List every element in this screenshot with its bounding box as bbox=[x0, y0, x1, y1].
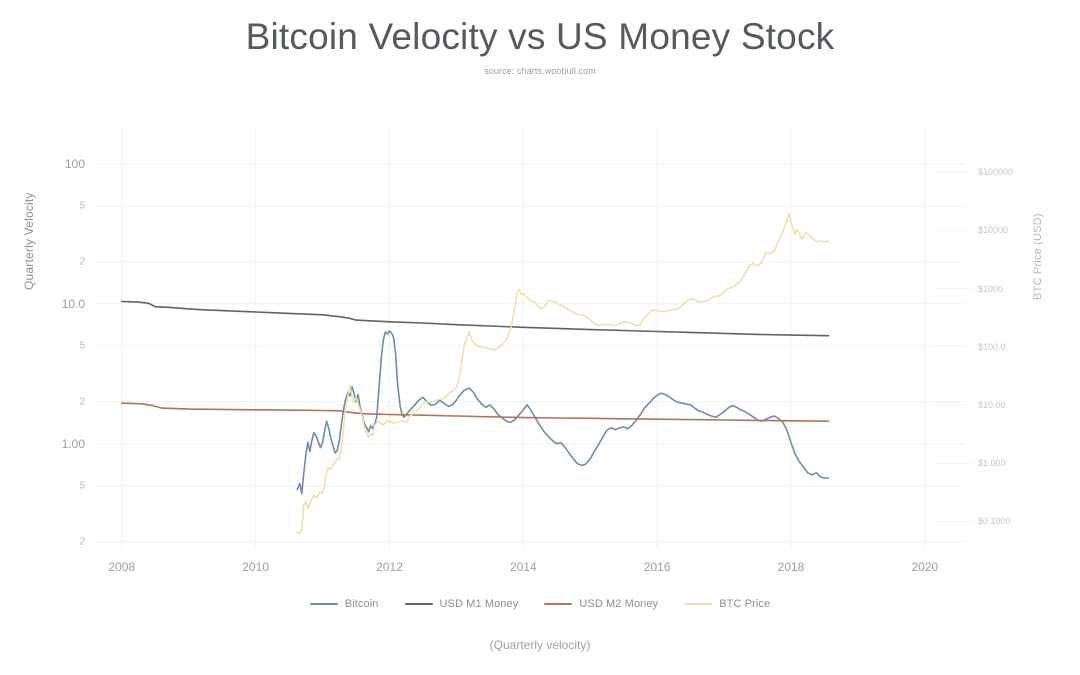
chart-title: Bitcoin Velocity vs US Money Stock bbox=[245, 16, 835, 57]
y-axis-right-tick: $0.1000 bbox=[978, 516, 1011, 527]
y-axis-left-tick: 2 bbox=[79, 256, 85, 268]
legend-label: USD M1 Money bbox=[439, 598, 519, 610]
chart-subtitle-source: source: charts.woobull.com bbox=[484, 66, 596, 76]
y-axis-left-tick: 2 bbox=[79, 536, 85, 548]
series-line-bitcoin bbox=[296, 330, 830, 495]
y-axis-right-tick: $1.000 bbox=[978, 458, 1006, 469]
y-axis-right-tick: $10000 bbox=[978, 225, 1009, 236]
gridlines bbox=[95, 126, 973, 548]
x-axis-tick: 2018 bbox=[777, 560, 805, 574]
series-line-usd-m2-money bbox=[121, 402, 830, 423]
x-axis-tick: 2020 bbox=[911, 560, 939, 574]
legend-label: BTC Price bbox=[719, 598, 771, 610]
x-axis-tick: 2010 bbox=[242, 560, 269, 574]
legend-item-usd-m2-money[interactable]: USD M2 Money bbox=[544, 598, 658, 610]
y-axis-right-tick: $10.00 bbox=[978, 400, 1006, 411]
x-axis-tick: 2016 bbox=[643, 560, 671, 574]
x-axis-tick: 2012 bbox=[376, 560, 403, 574]
y-axis-right-tick: $100.0 bbox=[978, 341, 1006, 352]
legend-item-usd-m1-money[interactable]: USD M1 Money bbox=[404, 598, 519, 610]
y-axis-left-tick: 1.00 bbox=[61, 436, 85, 451]
legend-swatch-icon bbox=[404, 603, 433, 605]
series-line-usd-m1-money bbox=[121, 300, 830, 337]
legend-label: Bitcoin bbox=[344, 598, 379, 610]
legend-swatch-icon bbox=[544, 603, 573, 605]
x-axis-tick: 2008 bbox=[108, 560, 136, 574]
y-axis-right-tick: $100000 bbox=[978, 167, 1014, 178]
x-axis-tick: 2014 bbox=[509, 560, 537, 574]
y-axis-left-tick: 2 bbox=[79, 396, 85, 408]
chart-legend[interactable]: Bitcoin USD M1 Money USD M2 Money BTC Price bbox=[0, 598, 1080, 610]
legend-swatch-icon bbox=[684, 603, 713, 605]
legend-label: USD M2 Money bbox=[579, 598, 659, 610]
legend-item-btc-price[interactable]: BTC Price bbox=[684, 598, 770, 610]
series-lines bbox=[121, 213, 830, 535]
legend-item-bitcoin[interactable]: Bitcoin bbox=[309, 598, 379, 610]
y-axis-right-tick: $1000 bbox=[978, 283, 1004, 294]
y-axis-left-tick: 5 bbox=[79, 200, 85, 212]
y-axis-left-tick: 10.0 bbox=[61, 296, 85, 311]
series-line-btc-price bbox=[296, 213, 830, 535]
y-axis-left-tick: 100 bbox=[64, 156, 85, 171]
legend-swatch-icon bbox=[309, 603, 338, 605]
x-axis-caption: (Quarterly velocity) bbox=[489, 638, 591, 652]
y-axis-left-tick: 5 bbox=[79, 480, 85, 492]
y-axis-left-tick: 5 bbox=[79, 340, 85, 352]
